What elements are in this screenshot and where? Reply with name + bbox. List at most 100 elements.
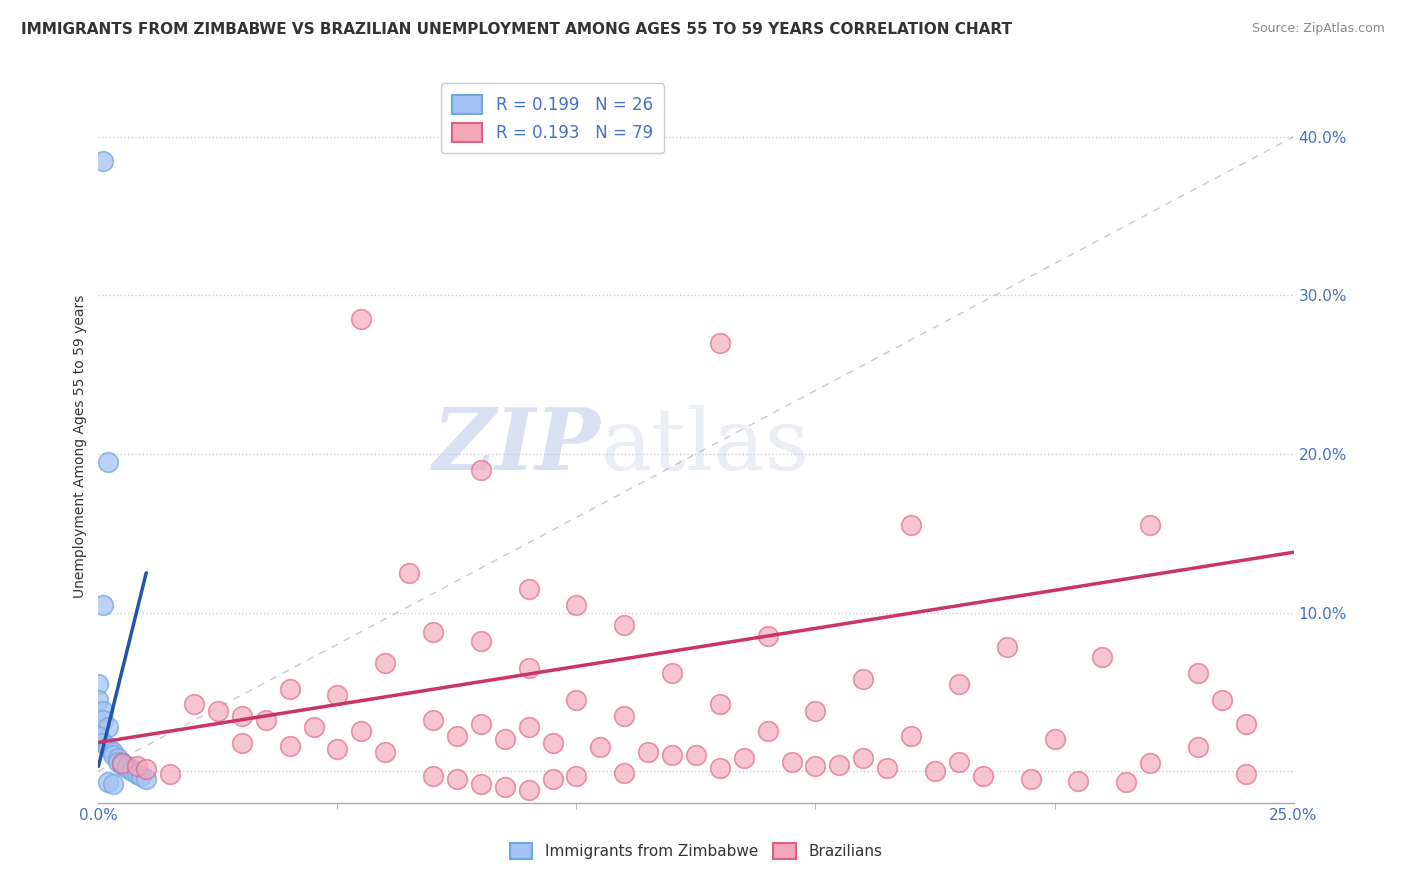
Point <box>517 783 540 797</box>
Point <box>613 618 636 632</box>
Point <box>374 657 396 671</box>
Point <box>494 732 516 747</box>
Point <box>470 777 492 791</box>
Point <box>661 748 683 763</box>
Point <box>231 708 253 723</box>
Point <box>125 759 148 773</box>
Point <box>780 755 803 769</box>
Point <box>446 772 468 786</box>
Point <box>278 739 301 753</box>
Point <box>900 518 922 533</box>
Text: atlas: atlas <box>600 404 810 488</box>
Point <box>115 761 138 775</box>
Point <box>1211 692 1233 706</box>
Text: Source: ZipAtlas.com: Source: ZipAtlas.com <box>1251 22 1385 36</box>
Point <box>231 735 253 749</box>
Point <box>350 724 373 739</box>
Point <box>637 745 659 759</box>
Point <box>804 759 827 773</box>
Point <box>948 677 970 691</box>
Point <box>1187 740 1209 755</box>
Point <box>374 745 396 759</box>
Point <box>1234 716 1257 731</box>
Point <box>1067 773 1090 788</box>
Point <box>1091 649 1114 664</box>
Point <box>326 742 349 756</box>
Text: ZIP: ZIP <box>433 404 600 488</box>
Point <box>709 761 731 775</box>
Point <box>565 598 588 612</box>
Point <box>135 763 157 777</box>
Point <box>756 724 779 739</box>
Point <box>900 729 922 743</box>
Point <box>87 729 110 743</box>
Point <box>115 759 138 773</box>
Point <box>207 704 229 718</box>
Point <box>111 756 134 771</box>
Point <box>565 692 588 706</box>
Point <box>302 720 325 734</box>
Point <box>685 748 707 763</box>
Point <box>1234 767 1257 781</box>
Point <box>972 769 994 783</box>
Point <box>494 780 516 794</box>
Point <box>948 755 970 769</box>
Point <box>107 751 129 765</box>
Point <box>709 698 731 712</box>
Point <box>1115 775 1137 789</box>
Point <box>91 598 114 612</box>
Point <box>565 769 588 783</box>
Point <box>326 688 349 702</box>
Point <box>125 767 148 781</box>
Point <box>121 764 143 778</box>
Point <box>517 720 540 734</box>
Point <box>589 740 612 755</box>
Y-axis label: Unemployment Among Ages 55 to 59 years: Unemployment Among Ages 55 to 59 years <box>73 294 87 598</box>
Point <box>87 677 110 691</box>
Point <box>613 708 636 723</box>
Point <box>470 716 492 731</box>
Point <box>756 629 779 643</box>
Point <box>183 698 205 712</box>
Point <box>91 704 114 718</box>
Point <box>135 772 157 786</box>
Point <box>159 767 181 781</box>
Point <box>422 769 444 783</box>
Point <box>852 672 875 686</box>
Point <box>91 153 114 168</box>
Point <box>446 729 468 743</box>
Point <box>541 735 564 749</box>
Point <box>828 757 851 772</box>
Point <box>131 769 153 783</box>
Point <box>101 777 124 791</box>
Point <box>254 714 277 728</box>
Point <box>87 692 110 706</box>
Point <box>91 714 114 728</box>
Point <box>107 755 129 769</box>
Point <box>97 455 120 469</box>
Point <box>1019 772 1042 786</box>
Point <box>924 764 946 778</box>
Point <box>1139 518 1161 533</box>
Point <box>541 772 564 786</box>
Point <box>111 757 134 772</box>
Point <box>876 761 898 775</box>
Point <box>804 704 827 718</box>
Point <box>278 681 301 696</box>
Point <box>733 751 755 765</box>
Legend: Immigrants from Zimbabwe, Brazilians: Immigrants from Zimbabwe, Brazilians <box>502 835 890 866</box>
Point <box>111 756 134 771</box>
Point <box>97 740 120 755</box>
Point <box>517 582 540 596</box>
Point <box>398 566 420 580</box>
Point <box>517 661 540 675</box>
Point <box>995 640 1018 655</box>
Point <box>121 763 143 777</box>
Point <box>101 745 124 759</box>
Text: IMMIGRANTS FROM ZIMBABWE VS BRAZILIAN UNEMPLOYMENT AMONG AGES 55 TO 59 YEARS COR: IMMIGRANTS FROM ZIMBABWE VS BRAZILIAN UN… <box>21 22 1012 37</box>
Point <box>350 312 373 326</box>
Point <box>1139 756 1161 771</box>
Point <box>709 335 731 350</box>
Point <box>1187 665 1209 680</box>
Point <box>1043 732 1066 747</box>
